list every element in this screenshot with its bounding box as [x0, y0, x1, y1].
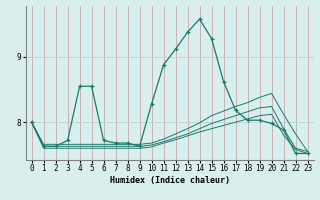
X-axis label: Humidex (Indice chaleur): Humidex (Indice chaleur)	[109, 176, 230, 185]
